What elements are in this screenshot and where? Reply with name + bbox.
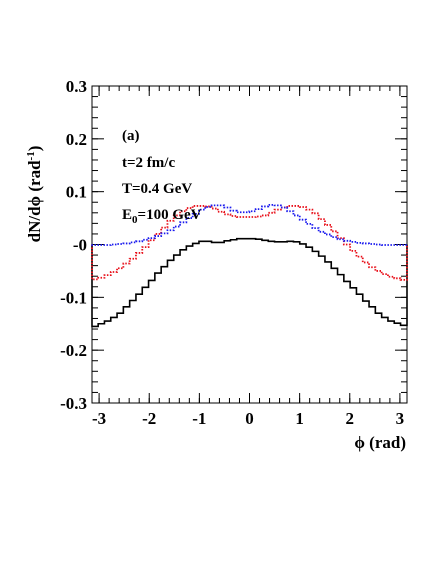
annotation-energy-base: E: [122, 207, 132, 223]
x-axis-title: ϕ (rad): [354, 433, 406, 452]
y-tick-label: -0: [73, 236, 87, 255]
x-tick-label: 2: [346, 409, 355, 428]
x-tick-label: -2: [142, 409, 156, 428]
y-axis-title: dN/dϕ (rad-1): [25, 146, 44, 243]
y-axis-ticks: -0.3 -0.2 -0.1 -0 0.1 0.2 0.3: [60, 77, 407, 413]
x-tick-label: 3: [396, 409, 405, 428]
series-layer: [91, 203, 408, 328]
y-tick-label: 0.1: [66, 183, 87, 202]
annotation-temperature: T=0.4 GeV: [122, 181, 192, 197]
annotation-time: t=2 fm/c: [122, 155, 175, 171]
y-tick-label: -0.3: [60, 394, 87, 413]
x-tick-label: -1: [192, 409, 206, 428]
y-axis-title-main: dN/dϕ (rad: [25, 160, 44, 242]
x-tick-label: -3: [92, 409, 106, 428]
annotation-energy-rest: =100 GeV: [138, 207, 202, 223]
series-line-0: [91, 237, 408, 328]
annotation-energy-sub: 0: [132, 214, 138, 226]
series-line-1: [91, 205, 408, 281]
y-axis-title-end: ): [25, 146, 44, 152]
series-line-2: [91, 203, 408, 246]
y-axis-title-sup: -1: [25, 151, 37, 160]
y-tick-label: 0.2: [66, 130, 87, 149]
x-tick-label: 1: [295, 409, 304, 428]
y-tick-label: -0.2: [60, 341, 87, 360]
panel-label: (a): [122, 128, 140, 144]
x-axis-ticks: -3 -2 -1 0 1 2 3: [92, 86, 404, 428]
x-tick-label: 0: [245, 409, 254, 428]
y-tick-label: 0.3: [66, 77, 87, 96]
y-tick-label: -0.1: [60, 288, 87, 307]
annotation-energy: E0=100 GeV: [122, 207, 202, 226]
